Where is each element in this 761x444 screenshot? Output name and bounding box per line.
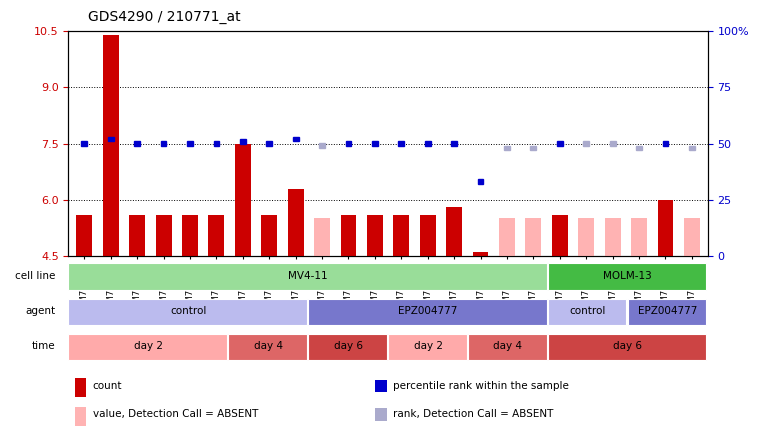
Bar xyxy=(548,299,626,325)
Text: day 4: day 4 xyxy=(493,341,523,352)
Bar xyxy=(76,215,92,256)
Bar xyxy=(525,218,541,256)
Text: control: control xyxy=(570,306,606,316)
Bar xyxy=(375,380,387,392)
Bar xyxy=(308,299,546,325)
Bar xyxy=(182,215,198,256)
Text: day 4: day 4 xyxy=(253,341,283,352)
Text: day 2: day 2 xyxy=(134,341,163,352)
Text: cell line: cell line xyxy=(14,271,55,281)
Bar xyxy=(375,408,387,420)
Bar xyxy=(499,218,515,256)
Bar xyxy=(68,299,307,325)
Bar xyxy=(578,218,594,256)
Text: EPZ004777: EPZ004777 xyxy=(638,306,698,316)
Bar xyxy=(420,215,435,256)
Bar xyxy=(108,137,113,142)
Bar xyxy=(240,139,246,144)
Bar xyxy=(631,218,647,256)
Text: MOLM-13: MOLM-13 xyxy=(603,271,652,281)
Text: value, Detection Call = ABSENT: value, Detection Call = ABSENT xyxy=(93,409,258,419)
Bar xyxy=(308,334,387,360)
Bar xyxy=(156,215,171,256)
Bar xyxy=(68,334,227,360)
Bar xyxy=(319,143,325,148)
Bar xyxy=(393,215,409,256)
Bar xyxy=(214,141,219,146)
Bar xyxy=(261,215,277,256)
Bar xyxy=(81,141,88,146)
Bar xyxy=(266,141,272,146)
Bar xyxy=(134,141,140,146)
Bar xyxy=(552,215,568,256)
Bar xyxy=(388,334,466,360)
Text: count: count xyxy=(93,381,123,391)
Bar xyxy=(367,215,383,256)
Bar xyxy=(129,215,145,256)
Bar xyxy=(293,137,298,142)
Bar xyxy=(209,215,224,256)
Bar xyxy=(103,35,119,256)
Bar xyxy=(628,299,706,325)
Bar xyxy=(314,218,330,256)
Bar xyxy=(228,334,307,360)
Bar xyxy=(288,189,304,256)
Bar xyxy=(478,179,483,184)
Text: rank, Detection Call = ABSENT: rank, Detection Call = ABSENT xyxy=(393,409,553,419)
Bar xyxy=(161,141,167,146)
Text: day 6: day 6 xyxy=(613,341,642,352)
Bar xyxy=(473,252,489,256)
Text: MV4-11: MV4-11 xyxy=(288,271,328,281)
Bar xyxy=(399,141,404,146)
Bar xyxy=(658,200,673,256)
Bar xyxy=(345,141,352,146)
Bar xyxy=(468,334,546,360)
Bar xyxy=(446,207,462,256)
Bar xyxy=(341,215,356,256)
Bar xyxy=(530,146,537,151)
Bar xyxy=(548,334,706,360)
Text: day 2: day 2 xyxy=(413,341,443,352)
Bar xyxy=(75,407,87,426)
Bar xyxy=(425,141,431,146)
Bar xyxy=(548,263,706,290)
Text: agent: agent xyxy=(25,306,55,316)
Text: day 6: day 6 xyxy=(333,341,363,352)
Text: EPZ004777: EPZ004777 xyxy=(398,306,458,316)
Text: percentile rank within the sample: percentile rank within the sample xyxy=(393,381,569,391)
Bar xyxy=(372,141,377,146)
Bar xyxy=(557,141,562,146)
Text: GDS4290 / 210771_at: GDS4290 / 210771_at xyxy=(88,10,240,24)
Bar xyxy=(584,141,589,146)
Bar xyxy=(451,141,457,146)
Bar xyxy=(187,141,193,146)
Text: control: control xyxy=(170,306,206,316)
Bar xyxy=(68,263,546,290)
Bar xyxy=(610,141,616,146)
Text: time: time xyxy=(31,341,55,352)
Bar xyxy=(504,146,510,151)
Bar xyxy=(75,378,87,397)
Bar xyxy=(663,141,668,146)
Bar xyxy=(689,146,695,151)
Bar xyxy=(235,143,251,256)
Bar xyxy=(636,146,642,151)
Bar xyxy=(605,218,620,256)
Bar xyxy=(684,218,700,256)
